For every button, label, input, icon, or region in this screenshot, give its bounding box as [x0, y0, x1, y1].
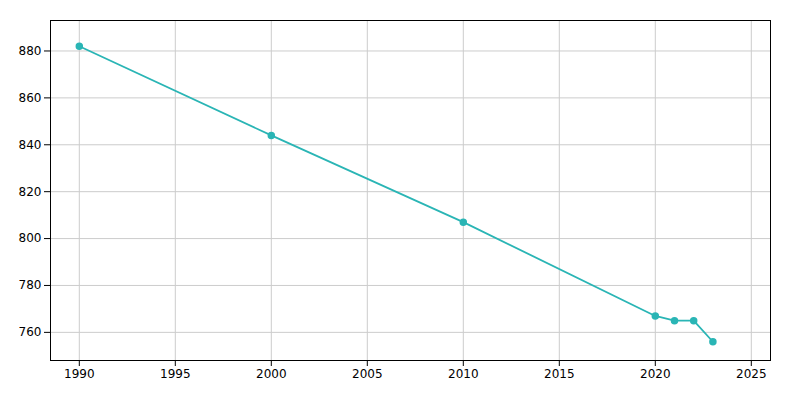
svg-text:2020: 2020	[640, 367, 671, 381]
svg-text:880: 880	[19, 44, 42, 58]
svg-text:1995: 1995	[160, 367, 191, 381]
svg-text:2000: 2000	[256, 367, 287, 381]
svg-text:820: 820	[19, 185, 42, 199]
svg-text:2010: 2010	[448, 367, 479, 381]
svg-text:1990: 1990	[64, 367, 95, 381]
svg-text:840: 840	[19, 138, 42, 152]
svg-text:2005: 2005	[352, 367, 383, 381]
svg-text:2025: 2025	[736, 367, 767, 381]
svg-text:780: 780	[19, 278, 42, 292]
svg-text:800: 800	[19, 231, 42, 245]
svg-text:760: 760	[19, 325, 42, 339]
svg-text:2015: 2015	[544, 367, 575, 381]
svg-text:860: 860	[19, 91, 42, 105]
